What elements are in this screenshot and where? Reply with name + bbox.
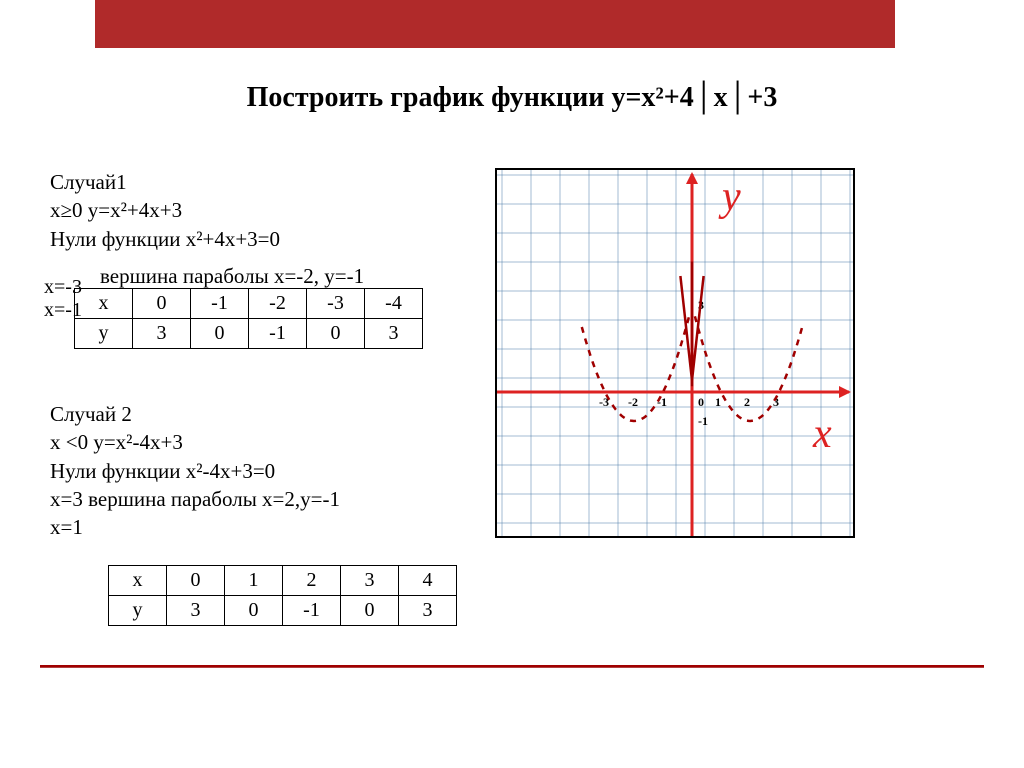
- svg-text:x: x: [812, 411, 832, 457]
- case2-root-vertex: x=3 вершина параболы x=2,y=-1: [50, 485, 340, 513]
- table-row: y 3 0 -1 0 3: [75, 319, 423, 349]
- table-row: x 0 -1 -2 -3 -4: [75, 289, 423, 319]
- case1-zeros: Нули функции x²+4x+3=0: [50, 225, 280, 253]
- svg-text:-1: -1: [698, 414, 708, 428]
- table-row: y 3 0 -1 0 3: [109, 596, 457, 626]
- case1-block: Случай1 x≥0 y=x²+4x+3 Нули функции x²+4x…: [50, 168, 280, 253]
- bottom-rule: [40, 665, 984, 668]
- graph-plot: yx-3-2-11230-13: [495, 168, 855, 538]
- case1-condition: x≥0 y=x²+4x+3: [50, 196, 280, 224]
- svg-text:-2: -2: [628, 395, 638, 409]
- case2-zeros: Нули функции x²-4x+3=0: [50, 457, 340, 485]
- top-accent-bar: [95, 0, 895, 48]
- table-case2: x 0 1 2 3 4 y 3 0 -1 0 3: [108, 565, 457, 626]
- svg-text:2: 2: [744, 395, 750, 409]
- case2-block: Случай 2 x <0 y=x²-4x+3 Нули функции x²-…: [50, 400, 340, 542]
- value-table-1: x 0 -1 -2 -3 -4 y 3 0 -1 0 3: [74, 288, 423, 349]
- table-case1: x 0 -1 -2 -3 -4 y 3 0 -1 0 3: [74, 288, 423, 349]
- svg-text:y: y: [718, 174, 741, 220]
- graph-svg: yx-3-2-11230-13: [497, 170, 853, 536]
- table-row: x 0 1 2 3 4: [109, 566, 457, 596]
- case2-heading: Случай 2: [50, 400, 340, 428]
- svg-text:1: 1: [715, 395, 721, 409]
- slide-title: Построить график функции y=x²+4│x│+3: [0, 82, 1024, 114]
- case1-vertex: вершина параболы x=-2, y=-1: [100, 264, 364, 289]
- case2-root2: x=1: [50, 513, 340, 541]
- value-table-2: x 0 1 2 3 4 y 3 0 -1 0 3: [108, 565, 457, 626]
- svg-text:-1: -1: [657, 395, 667, 409]
- svg-text:0: 0: [698, 395, 704, 409]
- case2-condition: x <0 y=x²-4x+3: [50, 428, 340, 456]
- case1-heading: Случай1: [50, 168, 280, 196]
